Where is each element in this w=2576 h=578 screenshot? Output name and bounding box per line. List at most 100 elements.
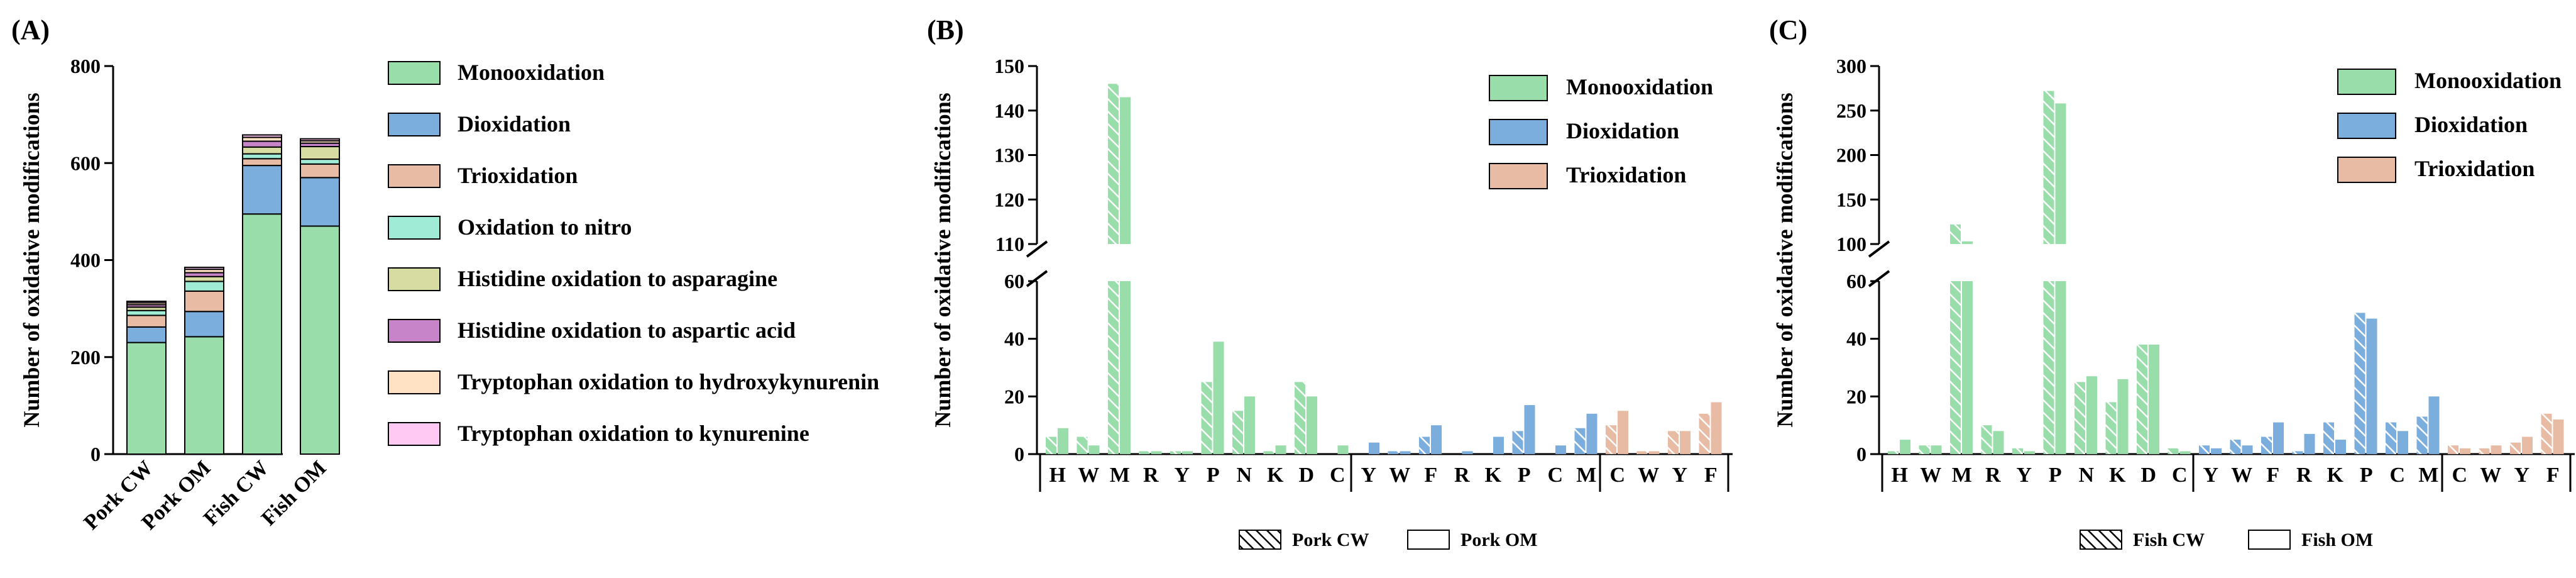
panel-b-x-tick-label: M [1576, 464, 1596, 487]
panel-c-x-tick-label: F [2266, 464, 2279, 487]
panel-c-bar-2-2-om [2522, 436, 2533, 454]
panel-b-y-tick-label: 60 [1004, 270, 1024, 292]
panel-b-y-tick-label: 40 [1004, 328, 1024, 350]
panel-b-bar-1-7-cw-hatch [1574, 428, 1586, 454]
panel-b-x-tick-label: K [1485, 464, 1502, 487]
panel-a-bar-2-1 [184, 290, 224, 313]
panel-c-bar-1-1-om [2242, 445, 2253, 454]
panel-b-x-tick-label: P [1518, 464, 1531, 487]
panel-c-bar-0-1-cw-hatch [1919, 445, 1930, 454]
panel-c-bar-1-0-om [2211, 448, 2222, 454]
panel-b-bar-2-1-om [1648, 451, 1660, 454]
panel-b-axis-break-mark [1026, 240, 1048, 258]
panel-c-bar-0-5-cw-hatch [2043, 281, 2054, 454]
panel-c-axis-break-mark [1868, 270, 1890, 287]
panel-c-bar-1-3-om [2304, 433, 2315, 454]
panel-b-x-tick-label: P [1207, 464, 1220, 487]
panel-a-bar-1-2 [242, 165, 282, 215]
panel-c-y-axis-label: Number of oxidative modifications [1772, 92, 1797, 427]
panel-a-bar-4-3 [300, 146, 340, 160]
panel-c-legend-swatch [2337, 69, 2396, 95]
panel-a-legend-label: Oxidation to nitro [458, 214, 632, 240]
panel-b-bar-1-1-om [1400, 451, 1411, 454]
panel-a-legend-label: Tryptophan oxidation to hydroxykynurenin [458, 369, 879, 394]
panel-b-x-tick-label: R [1143, 464, 1159, 487]
panel-c-bar-0-1-om [1931, 445, 1942, 454]
panel-b-bar-2-3-cw-hatch [1699, 413, 1710, 454]
panel-b-y-axis-label: Number of oxidative modifications [930, 92, 955, 427]
panel-a-bar-7-2 [242, 134, 282, 138]
panel-c-bar-1-4-cw-hatch [2323, 422, 2334, 454]
panel-b-x-tick-label: C [1547, 464, 1563, 487]
panel-c-legend-label: Dioxidation [2414, 112, 2528, 137]
panel-c-x-tick-label: H [1892, 464, 1908, 487]
panel-a-y-tick-label: 200 [70, 346, 101, 369]
panel-c-x-tick-label: K [2327, 464, 2344, 487]
panel-b-axis-break-mark [1026, 270, 1048, 287]
panel-a-y-tick-label: 600 [70, 152, 101, 174]
panel-b-x-tick-label: H [1050, 464, 1066, 487]
panel-c-x-tick-label: C [2452, 464, 2467, 487]
panel-b-pattern-swatch-open [1407, 530, 1450, 550]
panel-c-x-tick-label: P [2049, 464, 2062, 487]
panel-c-x-tick-label: N [2078, 464, 2094, 487]
panel-b-bar-1-5-om [1524, 405, 1535, 454]
panel-a-legend-swatch [388, 61, 441, 85]
panel-c-bar-1-7-cw-hatch [2416, 416, 2428, 454]
panel-b-x-tick-label: M [1110, 464, 1130, 487]
panel-a-legend-swatch [388, 113, 441, 136]
panel-a-label: (A) [11, 14, 50, 45]
panel-c-bar-1-6-om [2398, 431, 2408, 454]
panel-a-bar-0-3 [300, 225, 340, 455]
panel-b-legend-swatch [1489, 119, 1548, 145]
panel-a-legend-label: Monooxidation [458, 60, 605, 85]
panel-a-legend-swatch [388, 267, 441, 291]
panel-a: (A) Number of oxidative modifications 0 200… [11, 14, 879, 535]
panel-c-bar-0-7-cw-hatch [2105, 402, 2117, 454]
panel-c-x-tick-label: M [2418, 464, 2438, 487]
panel-c-y-tick-label: 150 [1836, 188, 1866, 211]
panel-c-x-tick-label: R [2296, 464, 2312, 487]
panel-b-bar-1-2-om [1431, 425, 1442, 454]
panel-c-bar-0-4-cw-hatch [2012, 448, 2023, 454]
panel-b-bar-0-5-om [1213, 342, 1224, 454]
panel-b-bar-0-4-om [1182, 451, 1193, 454]
panel-a-legend-label: Tryptophan oxidation to kynurenine [458, 421, 809, 446]
panel-b-y-tick-label: 130 [994, 144, 1024, 167]
panel-b-bar-0-0-cw-hatch [1046, 436, 1056, 454]
panel-b-bar-0-3-om [1151, 451, 1162, 454]
panel-c-y-tick-label: 200 [1836, 144, 1866, 167]
panel-c-x-tick-label: F [2546, 464, 2560, 487]
panel-c-y-tick-label: 250 [1836, 99, 1866, 122]
panel-b-bar-2-3-om [1711, 402, 1722, 454]
panel-a-bar-3-3 [300, 158, 340, 165]
panel-a-legend-swatch [388, 216, 441, 240]
panel-c-x-tick-label: Y [2203, 464, 2218, 487]
panel-a-bar-3-2 [242, 153, 282, 160]
panel-c-y-tick-label: 100 [1836, 233, 1866, 255]
panel-b-bar-0-8-om [1307, 396, 1317, 454]
panel-c-x-tick-label: K [2109, 464, 2126, 487]
panel-b-x-tick-label: K [1267, 464, 1284, 487]
panel-a-y-tick-label: 0 [90, 443, 101, 465]
panel-c-bar-0-9-om [2179, 451, 2191, 454]
panel-c-bar-1-5-cw-hatch [2354, 313, 2365, 454]
panel-c-legend-swatch [2337, 157, 2396, 183]
panel-c-x-tick-label: C [2389, 464, 2405, 487]
panel-c-bar-0-7-om [2117, 379, 2129, 454]
panel-c-bar-0-8-om [2149, 344, 2159, 454]
panel-c-bar-1-2-om [2273, 422, 2284, 454]
panel-a-y-tick-label: 800 [70, 55, 101, 77]
panel-b-pattern-swatch-hatched [1239, 530, 1281, 550]
panel-c-bar-1-0-cw-hatch [2199, 445, 2210, 454]
panel-c-x-tick-label: Y [2016, 464, 2032, 487]
panel-b-bar-2-2-om [1680, 431, 1691, 454]
panel-b-bar-0-3-cw-hatch [1139, 451, 1150, 454]
panel-c-bar-0-5-om [2055, 281, 2066, 454]
panel-c-bar-0-2-cw-upper-hatch [1950, 224, 1961, 244]
panel-b-bar-0-7-om [1275, 445, 1286, 454]
panel-a-bar-7-3 [300, 138, 340, 142]
panel-c-pattern-label: Fish OM [2301, 530, 2373, 550]
panel-b-bar-0-8-cw-hatch [1295, 382, 1305, 454]
panel-c-bar-0-3-cw-hatch [1981, 425, 1992, 454]
